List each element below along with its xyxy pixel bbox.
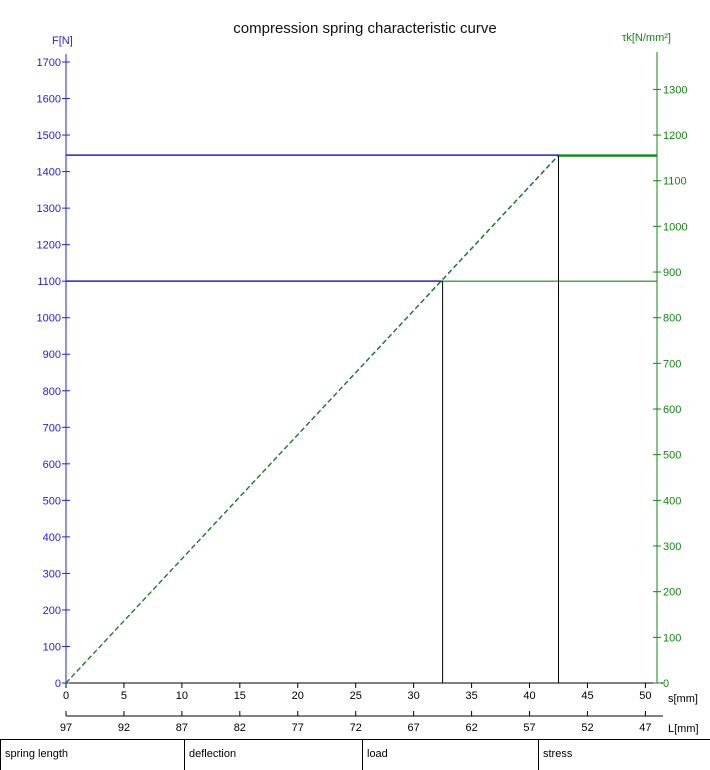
x-tick-label: 10 (176, 690, 188, 702)
right-tick-label: 1000 (663, 221, 687, 233)
left-tick-label: 1100 (37, 276, 61, 288)
left-tick-label: 200 (43, 605, 61, 617)
right-tick-label: 100 (663, 632, 681, 644)
footer-cell-spring-length: spring length (0, 740, 184, 770)
x2-tick-label: 57 (523, 722, 535, 734)
right-tick-label: 900 (663, 267, 681, 279)
x2-tick-label: 87 (176, 722, 188, 734)
x-tick-label: 35 (465, 690, 477, 702)
x-tick-label: 0 (63, 690, 69, 702)
x-axis-label: s[mm] (668, 693, 698, 705)
x2-tick-label: 97 (60, 722, 72, 734)
x-tick-label: 20 (292, 690, 304, 702)
left-tick-label: 400 (43, 532, 61, 544)
x-tick-label: 40 (523, 690, 535, 702)
x-tick-label: 15 (234, 690, 246, 702)
left-tick-label: 1500 (37, 130, 61, 142)
left-tick-label: 1600 (37, 94, 61, 106)
x-tick-label: 5 (121, 690, 127, 702)
right-tick-label: 600 (663, 404, 681, 416)
x2-axis-label: L[mm] (668, 723, 699, 735)
x2-tick-label: 62 (465, 722, 477, 734)
left-tick-label: 1400 (37, 167, 61, 179)
footer-cell-load: load (362, 740, 538, 770)
left-tick-label: 700 (43, 422, 61, 434)
left-tick-label: 0 (55, 678, 61, 690)
right-tick-label: 400 (663, 495, 681, 507)
left-tick-label: 800 (43, 386, 61, 398)
left-tick-label: 500 (43, 495, 61, 507)
x2-tick-label: 47 (639, 722, 651, 734)
x-tick-label: 50 (639, 690, 651, 702)
left-tick-label: 600 (43, 459, 61, 471)
x-tick-label: 30 (408, 690, 420, 702)
right-tick-label: 800 (663, 313, 681, 325)
footer-cell-stress: stress (538, 740, 710, 770)
x2-tick-label: 92 (118, 722, 130, 734)
left-tick-label: 100 (43, 641, 61, 653)
left-tick-label: 900 (43, 349, 61, 361)
left-tick-label: 1000 (37, 313, 61, 325)
x-tick-label: 45 (581, 690, 593, 702)
left-tick-label: 1200 (37, 240, 61, 252)
right-tick-label: 700 (663, 358, 681, 370)
stress-characteristic-line (65, 155, 559, 684)
x2-tick-label: 72 (350, 722, 362, 734)
chart-marks: 0100200300400500600700800900100011001200… (37, 52, 687, 734)
right-tick-label: 1200 (663, 130, 687, 142)
right-tick-label: 200 (663, 587, 681, 599)
right-tick-label: 500 (663, 450, 681, 462)
right-tick-label: 1100 (663, 176, 687, 188)
right-tick-label: 300 (663, 541, 681, 553)
chart-title: compression spring characteristic curve (233, 20, 496, 37)
left-tick-label: 300 (43, 568, 61, 580)
x2-tick-label: 77 (292, 722, 304, 734)
right-axis-label: τk[N/mm²] (622, 32, 671, 44)
left-tick-label: 1700 (37, 57, 61, 69)
left-axis-label: F[N] (52, 35, 73, 47)
left-tick-label: 1300 (37, 203, 61, 215)
x2-tick-label: 52 (581, 722, 593, 734)
right-tick-label: 1300 (663, 84, 687, 96)
x-tick-label: 25 (350, 690, 362, 702)
x2-tick-label: 82 (234, 722, 246, 734)
x2-tick-label: 67 (408, 722, 420, 734)
footer-cell-deflection: deflection (184, 740, 362, 770)
right-tick-label: 0 (663, 678, 669, 690)
result-footer: spring length deflection load stress (0, 739, 710, 770)
